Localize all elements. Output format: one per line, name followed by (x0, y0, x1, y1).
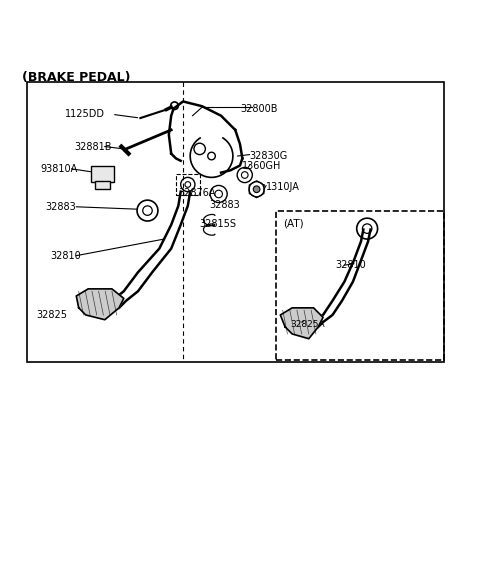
Text: 32810: 32810 (50, 250, 81, 261)
Text: 32810: 32810 (335, 260, 366, 270)
Bar (276, 211, 444, 360)
Text: (BRAKE PEDAL): (BRAKE PEDAL) (22, 70, 130, 84)
Bar (26, 83, 444, 362)
Polygon shape (280, 308, 323, 339)
Text: 1125DD: 1125DD (64, 109, 105, 119)
Text: 32830G: 32830G (250, 151, 288, 161)
Text: 1360GH: 1360GH (242, 160, 282, 171)
Text: 32825: 32825 (36, 310, 67, 320)
Text: 1310JA: 1310JA (266, 182, 300, 192)
Circle shape (253, 186, 260, 193)
Text: 32881B: 32881B (74, 142, 111, 151)
Text: 32883: 32883 (209, 200, 240, 210)
Text: (AT): (AT) (283, 219, 303, 229)
Text: 32800B: 32800B (240, 104, 277, 113)
Polygon shape (76, 289, 124, 320)
Text: 32815S: 32815S (200, 219, 237, 229)
Text: 32825A: 32825A (290, 320, 324, 329)
Text: 32876A: 32876A (179, 187, 216, 198)
Bar (96, 180, 109, 189)
Bar (176, 174, 200, 195)
Text: 32883: 32883 (46, 202, 76, 212)
Text: 93810A: 93810A (41, 164, 78, 174)
Bar (91, 166, 114, 182)
